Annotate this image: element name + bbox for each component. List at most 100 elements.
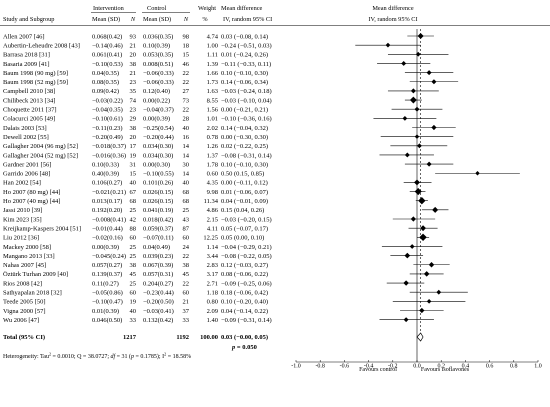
intervention-n: 31 [130,161,137,168]
intervention-n: 20 [130,52,137,59]
control-mean: −0.04(0.37) [143,107,174,114]
weight-value: 2.09 [207,308,218,315]
weight-value: 0.78 [207,134,218,141]
intervention-mean: 0.08(0.35) [92,79,119,86]
intervention-n: 33 [130,317,137,324]
intervention-n: 29 [130,116,137,123]
point-estimate [436,289,442,295]
weight-value: 1.56 [207,107,219,114]
md-value: 0.01 (−0.24, 0.26) [221,52,268,59]
control-mean: 0.039(0.23) [143,253,173,260]
control-mean: 0.053(0.35) [143,52,173,59]
intervention-n: 21 [130,42,137,49]
control-n: 60 [183,290,190,297]
point-estimate [428,262,435,268]
weight-value: 4.11 [207,225,218,232]
md-value: −0.09 (−0.31, 0.14) [221,317,272,324]
pct-header: % [202,16,208,23]
weight-value: 4.35 [207,180,218,187]
point-estimate [417,33,424,39]
control-n: 33 [183,317,190,324]
point-estimate [431,124,437,131]
intervention-mean: 0.068(0.42) [92,33,122,40]
md-value: 0.14 (−0.06, 0.34) [221,79,268,86]
intervention-n: 25 [130,253,137,260]
md-value: −0.09 (−0.25, 0.06) [221,280,272,287]
weight-value: 3.17 [207,271,219,278]
study-name: Öztürk Turhan 2009 [40] [3,271,68,278]
control-mean: 0.041(0.19) [143,207,173,214]
total-intervention-n: 1217 [123,334,137,341]
weight-value: 12.25 [203,235,218,242]
table-row: Baum 1998 (52 mg) [59] 0.08(0.35) 23 −0.06(… [3,79,268,86]
table-row: Aubertin-Leheudre 2008 [43] −0.14(0.46) 21… [3,42,272,49]
control-mean: 0.132(0.42) [143,317,173,324]
weight-value: 11.34 [204,198,219,205]
table-row: Jassi 2010 [39] 0.192(0.20) 25 0.041(0.19) 2… [3,207,264,214]
study-header: Study and Subgroup [3,16,54,23]
table-row: Campbell 2010 [38] 0.09(0.42) 35 0.12(0.40)… [3,88,272,95]
control-mean: −0.23(0.44) [143,290,174,297]
md-ci-header: IV, random 95% CI [223,16,272,23]
intervention-n-header: N [130,16,136,23]
study-name: Ho 2007 (40 mg) [44] [3,198,60,205]
md-value: −0.10 (−0.36, 0.16) [221,116,272,123]
intervention-n: 15 [130,171,137,178]
md-value: −0.04 (−0.29, 0.21) [221,244,272,251]
intervention-n: 17 [130,143,137,150]
control-mean: 0.12(0.40) [143,88,170,95]
control-n: 98 [183,33,190,40]
control-n: 14 [183,143,190,150]
control-n: 60 [183,235,190,242]
md-value: 0.00 (−0.30, 0.30) [221,134,268,141]
table-row: Mangano 2013 [33] −0.045(0.24) 25 0.039(0.2… [3,253,272,260]
md-value: −0.03 (−0.20, 0.15) [221,216,272,223]
point-estimate [403,317,409,323]
point-estimate [414,188,422,196]
total-md: 0.03 (−0.00, 0.05) [221,334,268,341]
x-tick-label: 0.8 [510,364,518,370]
weight-value: 1.11 [207,52,218,59]
intervention-mean: −0.02(0.16) [92,235,123,242]
control-n: 18 [183,42,190,49]
table-row: Chilibeck 2013 [34] −0.03(0.22) 74 0.00(0.2… [3,97,272,104]
point-estimate [423,271,430,277]
table-row: Gallagher 2004 (52 mg) [52] −0.016(0.36) 1… [3,152,272,159]
study-name: Choquette 2011 [37] [3,107,57,114]
intervention-mean: 0.106(0.27) [92,180,122,187]
md-value: 0.18 (−0.06, 0.42) [221,290,268,297]
point-estimate [426,299,432,304]
intervention-n: 23 [130,79,137,86]
weight-value: 2.15 [207,216,218,223]
intervention-n: 19 [130,152,137,159]
study-name: Campbell 2010 [38] [3,88,55,95]
heterogeneity-stats: Heterogeneity: Tau2 = 0.0010; Q = 38.072… [3,352,191,361]
md-value: 0.50 (0.15, 0.85) [221,171,264,178]
total-p-value: p = 0.050 [231,344,257,351]
total-weight: 100.00 [200,334,218,341]
intervention-n: 88 [130,225,137,232]
point-estimate [403,280,409,286]
control-n: 43 [183,216,190,223]
point-estimate [404,252,411,259]
study-name: Jassi 2010 [39] [3,207,42,214]
table-row: Gardner 2001 [56] 0.10(0.33) 31 0.00(0.30) 3… [3,161,268,168]
study-name: Garrido 2006 [48] [3,171,50,178]
point-estimate [419,307,425,314]
weight-value: 2.83 [207,262,218,269]
intervention-mean: 0.40(0.39) [92,171,119,178]
plot-area: -1.0 -0.8 -0.6 -0.4 -0.2 0.0 0.2 0.4 0.6 0.8 1.0 [291,29,542,370]
intervention-n: 67 [130,189,137,196]
control-n: 68 [183,198,190,205]
study-name: Chilibeck 2013 [34] [3,97,55,104]
point-estimate [415,51,421,57]
control-mean: 0.101(0.26) [143,180,173,187]
x-tick-label: 0.6 [486,364,494,370]
table-row: Han 2002 [54] 0.106(0.27) 40 0.101(0.26) 40 4… [3,180,268,187]
md-value: 0.05 (−0.07, 0.17) [221,225,268,232]
control-n: 73 [183,97,190,104]
study-name: Liu 2012 [36] [3,235,39,242]
intervention-mean: 0.10(0.33) [92,161,119,168]
study-name: Barrasa 2018 [31] [3,52,50,59]
intervention-mean: 0.061(0.41) [92,52,122,59]
